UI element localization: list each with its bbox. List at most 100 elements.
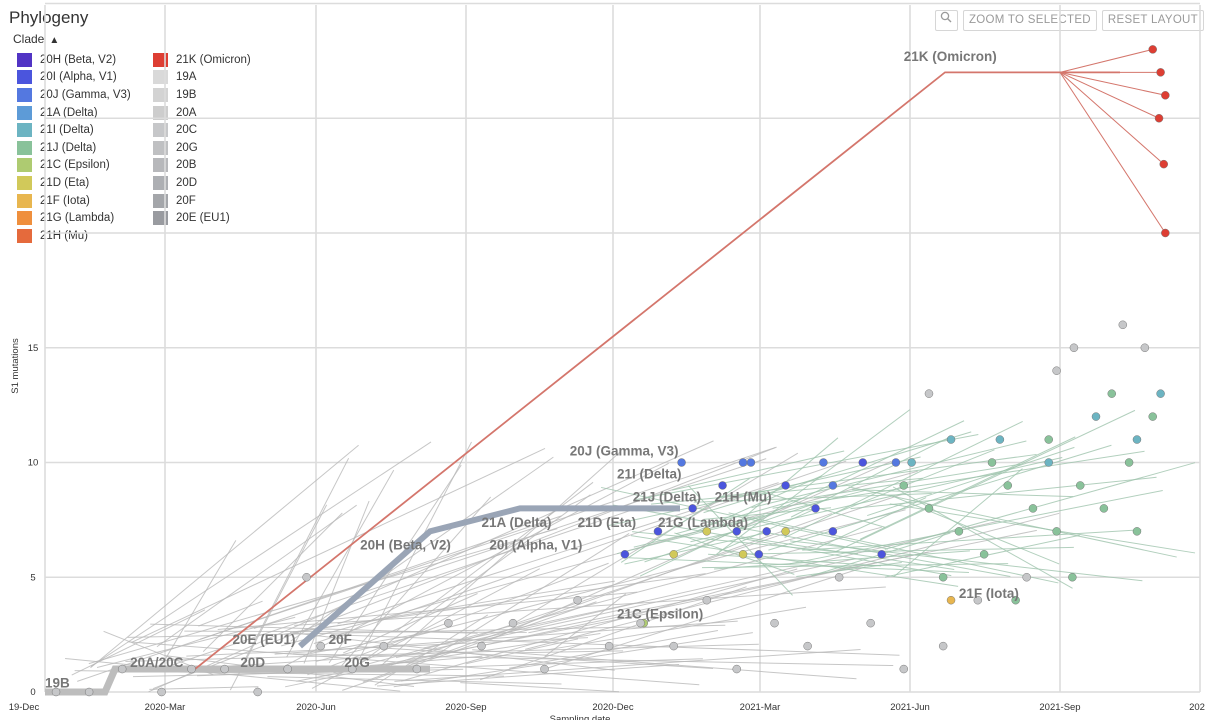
data-point[interactable]	[702, 527, 712, 536]
data-point[interactable]	[828, 527, 838, 536]
legend-item[interactable]: 21D (Eta)	[17, 174, 153, 192]
legend-item[interactable]: 21F (Iota)	[17, 192, 153, 210]
data-point[interactable]	[979, 550, 989, 559]
data-point[interactable]	[702, 595, 712, 605]
data-point[interactable]	[573, 595, 582, 605]
data-point[interactable]	[636, 618, 645, 628]
data-point[interactable]	[954, 527, 964, 536]
data-point[interactable]	[946, 595, 956, 605]
data-point[interactable]	[1124, 458, 1134, 467]
data-point[interactable]	[1028, 504, 1038, 513]
data-point[interactable]	[995, 435, 1005, 444]
data-point[interactable]	[762, 527, 771, 536]
data-point[interactable]	[348, 664, 357, 674]
data-point[interactable]	[540, 664, 549, 674]
data-point[interactable]	[828, 481, 838, 490]
data-point[interactable]	[858, 458, 868, 467]
data-point[interactable]	[1052, 527, 1061, 536]
data-point[interactable]	[187, 664, 196, 674]
data-point[interactable]	[157, 687, 166, 697]
legend-item[interactable]: 21G (Lambda)	[17, 209, 153, 227]
data-point[interactable]	[1148, 412, 1157, 421]
data-point[interactable]	[477, 641, 486, 651]
data-point[interactable]	[1132, 527, 1142, 536]
data-point[interactable]	[1052, 366, 1061, 375]
data-point[interactable]	[220, 664, 229, 674]
legend-item[interactable]: 20H (Beta, V2)	[17, 51, 153, 69]
data-point[interactable]	[866, 618, 875, 628]
data-point[interactable]	[669, 550, 678, 559]
data-point[interactable]	[1044, 458, 1053, 467]
data-point[interactable]	[604, 641, 614, 651]
data-point[interactable]	[1161, 228, 1170, 238]
legend-item[interactable]: 21A (Delta)	[17, 104, 153, 122]
data-point[interactable]	[819, 458, 828, 467]
data-point[interactable]	[653, 527, 663, 536]
data-point[interactable]	[877, 550, 886, 559]
data-point[interactable]	[117, 664, 127, 674]
data-point[interactable]	[1091, 412, 1101, 421]
legend-item[interactable]: 21I (Delta)	[17, 121, 153, 139]
data-point[interactable]	[1154, 114, 1164, 123]
data-point[interactable]	[1003, 481, 1013, 490]
data-point[interactable]	[1140, 343, 1150, 352]
data-point[interactable]	[899, 664, 909, 674]
data-point[interactable]	[1069, 343, 1079, 352]
legend-toggle[interactable]: Clade ▲	[13, 32, 59, 46]
data-point[interactable]	[907, 458, 916, 467]
data-point[interactable]	[1099, 504, 1109, 513]
data-point[interactable]	[253, 687, 262, 697]
data-point[interactable]	[1118, 320, 1128, 330]
data-point[interactable]	[938, 641, 948, 651]
data-point[interactable]	[316, 641, 326, 651]
data-point[interactable]	[1156, 68, 1165, 77]
data-point[interactable]	[754, 550, 764, 559]
legend-item[interactable]: 21C (Epsilon)	[17, 157, 153, 175]
data-point[interactable]	[1161, 91, 1170, 100]
data-point[interactable]	[811, 504, 820, 513]
data-point[interactable]	[1132, 435, 1142, 444]
data-point[interactable]	[1022, 573, 1031, 582]
data-point[interactable]	[688, 504, 697, 513]
data-point[interactable]	[938, 573, 948, 582]
data-point[interactable]	[718, 481, 727, 490]
data-point[interactable]	[669, 641, 678, 651]
data-point[interactable]	[781, 481, 790, 490]
data-point[interactable]	[444, 618, 453, 628]
data-point[interactable]	[834, 573, 844, 582]
data-point[interactable]	[924, 389, 934, 398]
data-point[interactable]	[84, 687, 94, 697]
data-point[interactable]	[1011, 595, 1020, 605]
data-point[interactable]	[283, 664, 292, 674]
data-point[interactable]	[302, 573, 311, 582]
data-point[interactable]	[732, 664, 741, 674]
data-point[interactable]	[1075, 481, 1085, 490]
legend-item[interactable]: 20J (Gamma, V3)	[17, 86, 153, 104]
data-point[interactable]	[1159, 159, 1169, 169]
data-point[interactable]	[738, 550, 748, 559]
data-point[interactable]	[746, 458, 756, 467]
data-point[interactable]	[1148, 45, 1157, 54]
data-point[interactable]	[738, 458, 748, 467]
magnifier-icon[interactable]	[934, 10, 958, 31]
legend-item[interactable]: 21J (Delta)	[17, 139, 153, 157]
data-point[interactable]	[973, 595, 983, 605]
data-point[interactable]	[946, 435, 956, 444]
legend-item[interactable]: 20I (Alpha, V1)	[17, 69, 153, 87]
data-point[interactable]	[1107, 389, 1117, 398]
data-point[interactable]	[412, 664, 422, 674]
data-point[interactable]	[1156, 389, 1165, 398]
data-point[interactable]	[899, 481, 909, 490]
data-point[interactable]	[924, 504, 934, 513]
data-point[interactable]	[891, 458, 901, 467]
data-point[interactable]	[677, 458, 686, 467]
data-point[interactable]	[781, 527, 790, 536]
data-point[interactable]	[620, 550, 630, 559]
reset-layout-button[interactable]: RESET LAYOUT	[1101, 10, 1204, 31]
data-point[interactable]	[508, 618, 518, 628]
data-point[interactable]	[987, 458, 997, 467]
data-point[interactable]	[1068, 573, 1077, 582]
data-point[interactable]	[1044, 435, 1053, 444]
data-point[interactable]	[803, 641, 812, 651]
data-point[interactable]	[51, 687, 61, 697]
